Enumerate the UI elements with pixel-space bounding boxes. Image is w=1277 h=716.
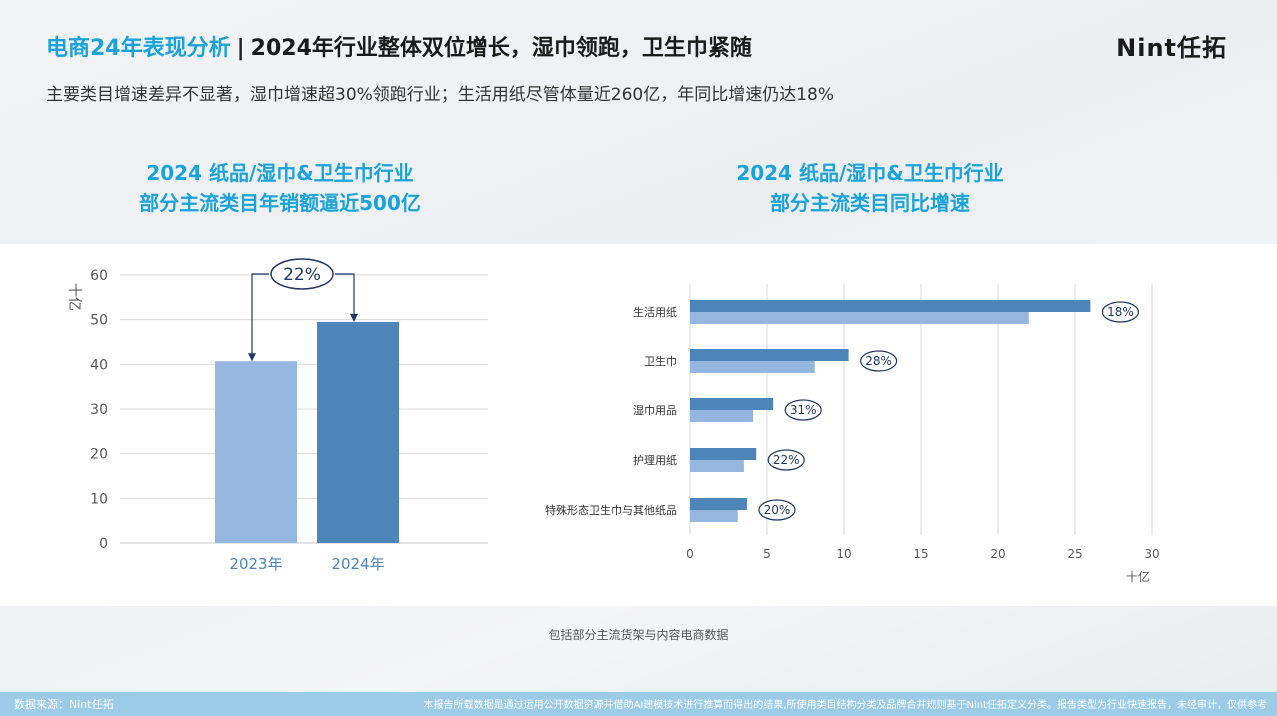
growth-label: 18%: [1107, 305, 1134, 319]
bar-2023: [690, 361, 815, 373]
page-title-accent: 电商24年表现分析: [46, 36, 231, 61]
growth-label: 28%: [865, 354, 892, 368]
left-chart-title-line1: 2024 纸品/湿巾&卫生巾行业: [146, 161, 414, 185]
growth-badge: [758, 499, 796, 521]
x-axis-label: 十亿: [1126, 569, 1150, 584]
category-growth-bar-chart: 0 5 10 15 20 25 30 十亿 生活用纸 18% 卫生巾 28% 湿巾用品 31% 护理用纸 22…: [545, 284, 1160, 584]
right-chart-title-line2: 部分主流类目同比增速: [770, 191, 970, 215]
brand-logo: Nint任拓: [1116, 34, 1227, 62]
y-tick-label: 50: [90, 313, 108, 329]
right-chart-title: 2024 纸品/湿巾&卫生巾行业 部分主流类目同比增速: [650, 158, 1090, 218]
category-label: 卫生巾: [644, 354, 677, 368]
bar-2023: [690, 410, 754, 422]
annual-sales-bar-chart: 0 10 20 30 40 50 60 十亿 2023年 2024年 22%: [66, 258, 488, 573]
page-title: 电商24年表现分析 | 2024年行业整体双位增长，湿巾领跑，卫生巾紧随: [46, 30, 752, 62]
x-tick-label: 2024年: [331, 555, 384, 573]
right-chart-title-line1: 2024 纸品/湿巾&卫生巾行业: [736, 161, 1004, 185]
x-tick-label: 20: [990, 547, 1005, 561]
category-label: 护理用纸: [633, 453, 677, 467]
bar-2023: [690, 510, 738, 522]
arrowhead-left: [248, 353, 256, 362]
bar-2023: [690, 460, 744, 472]
data-source: 数据来源：Nint任拓: [14, 698, 114, 711]
x-tick-label: 30: [1144, 547, 1159, 561]
bar-1: [215, 361, 297, 543]
bar-2024: [690, 498, 747, 510]
y-axis-label: 十亿: [66, 283, 82, 311]
bar-2024: [690, 300, 1091, 312]
disclaimer-text: 本报告所载数据是通过运用公开数据资源并借助AI建模技术进行推算而得出的结果,所使…: [423, 700, 1268, 711]
x-tick-label: 2023年: [229, 555, 282, 573]
data-scope-note: 包括部分主流货架与内容电商数据: [548, 628, 729, 642]
growth-badge: [270, 258, 334, 290]
page-subtitle: 主要类目增速差异不显著，湿巾增速超30%领跑行业；生活用纸尽管体量近260亿，年…: [46, 85, 835, 105]
x-tick-label: 5: [763, 547, 771, 561]
y-tick-label: 0: [99, 536, 108, 552]
page-title-separator: |: [236, 36, 245, 61]
x-tick-label: 10: [836, 547, 851, 561]
growth-label: 31%: [790, 403, 817, 417]
bar-2: [317, 321, 399, 543]
category-label: 湿巾用品: [633, 403, 677, 417]
footer-bar: 数据来源：Nint任拓 本报告所载数据是通过运用公开数据资源并借助AI建模技术进…: [0, 692, 1277, 716]
x-tick-label: 0: [686, 547, 694, 561]
growth-label: 22%: [773, 453, 800, 467]
growth-arrow-right: [335, 273, 355, 318]
growth-badge: [1101, 301, 1140, 323]
arrowhead-right: [350, 313, 358, 322]
category-label: 生活用纸: [633, 305, 677, 319]
y-tick-label: 20: [90, 447, 108, 463]
y-tick-label: 30: [90, 402, 108, 418]
growth-badge: [767, 449, 805, 471]
category-label: 特殊形态卫生巾与其他纸品: [545, 503, 677, 517]
left-chart-title: 2024 纸品/湿巾&卫生巾行业 部分主流类目年销额逼近500亿: [60, 158, 500, 218]
y-tick-label: 60: [90, 268, 108, 284]
x-tick-label: 15: [913, 547, 928, 561]
bar-2024: [690, 349, 849, 361]
growth-label: 22%: [283, 265, 321, 285]
y-tick-label: 40: [90, 357, 108, 373]
y-tick-label: 10: [90, 491, 108, 507]
growth-badge: [784, 399, 822, 421]
growth-arrow-left: [251, 273, 269, 358]
growth-label: 20%: [764, 503, 791, 517]
left-chart-title-line2: 部分主流类目年销额逼近500亿: [139, 191, 421, 215]
bar-2023: [690, 312, 1029, 324]
page-title-main: 2024年行业整体双位增长，湿巾领跑，卫生巾紧随: [250, 36, 752, 61]
x-tick-label: 25: [1067, 547, 1082, 561]
bar-2024: [690, 398, 774, 410]
growth-badge: [860, 350, 898, 372]
bar-2024: [690, 448, 757, 460]
